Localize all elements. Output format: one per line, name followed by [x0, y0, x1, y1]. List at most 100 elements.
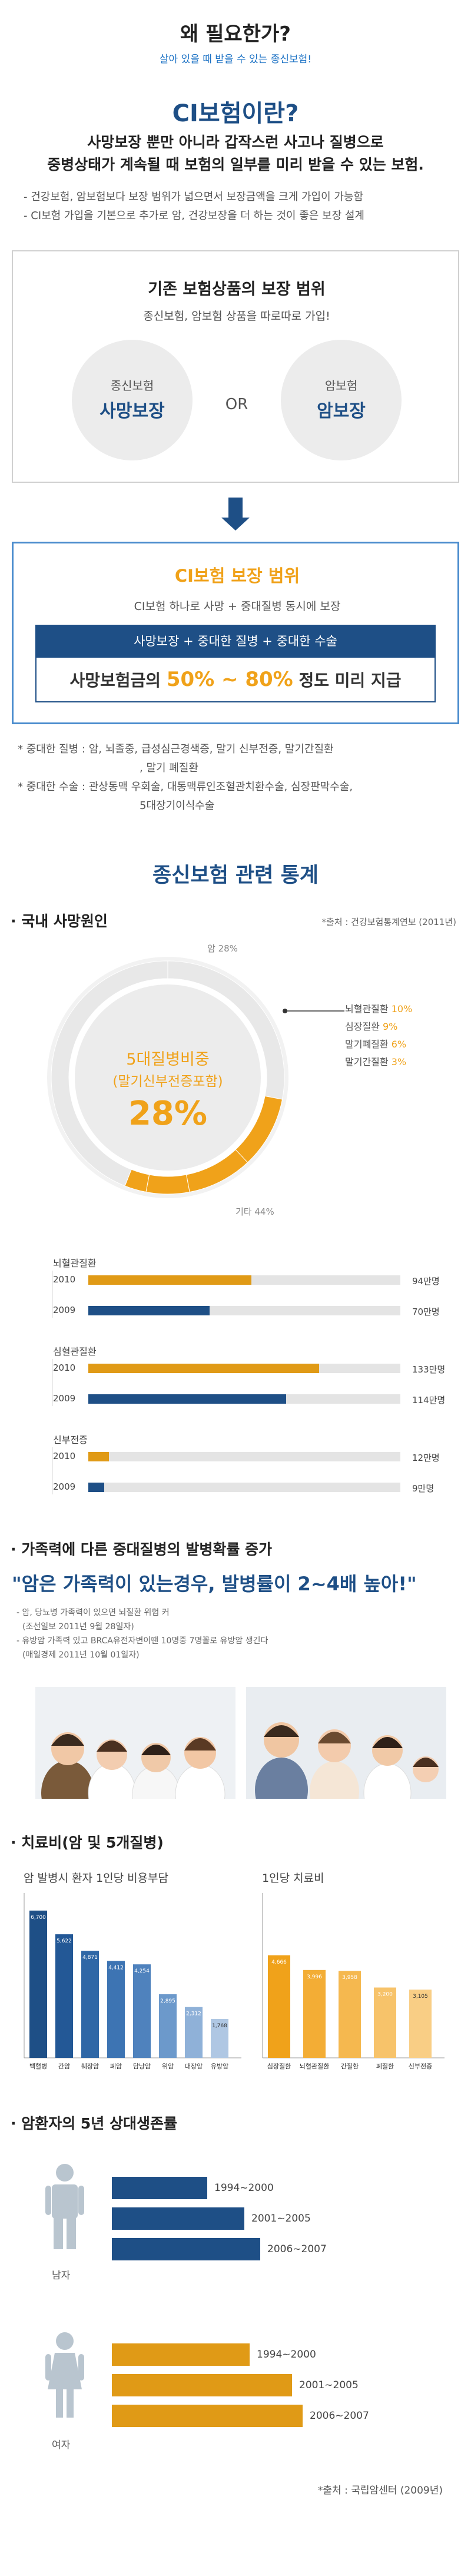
cause-label: 심장질환 9% — [345, 1021, 398, 1032]
ci-coverage-title: CI보험 보장 범위 — [174, 566, 300, 586]
existing-coverage-box: 기존 보험상품의 보장 범위 종신보험, 암보험 상품을 따로따로 가입! 종신… — [12, 250, 459, 483]
cost-bar-value: 3,996 — [307, 1974, 322, 1980]
survival-bar-label: 1994~2000 — [214, 2182, 274, 2194]
survival-bar-label: 2001~2005 — [251, 2213, 311, 2224]
cost-bar-category: 뇌혈관질환 — [300, 2062, 330, 2070]
cost-bar-category: 간질환 — [341, 2063, 359, 2070]
donut-center-line1: 5대질병비중 — [126, 1050, 209, 1069]
down-arrow-head-icon — [221, 518, 250, 531]
survival-bar — [112, 2207, 244, 2230]
donut-center-line2: (말기신부전증포함) — [112, 1074, 223, 1089]
cost-bar-category: 백혈병 — [29, 2062, 47, 2070]
cost-chart-right: 4,666 심장질환 3,996 뇌혈관질환 3,958 간질환 3,200 폐질환 3,105… — [262, 1893, 445, 2070]
cost-bar-폐암 — [107, 1961, 125, 2058]
survival-bar — [112, 2405, 303, 2427]
cost-bar-value: 4,666 — [271, 1960, 287, 1965]
cost-bar-간질환 — [339, 1971, 361, 2058]
survival-bar-label: 2006~2007 — [267, 2243, 327, 2255]
cost-bar-뇌혈관질환 — [303, 1970, 326, 2058]
cost-chart-left: 6,700 백혈병 5,622 간암 4,871 췌장암 4,412 폐암 4,254 담낭암 2,… — [24, 1893, 241, 2070]
surgery-note-cont: 5대장기이식수술 — [140, 800, 215, 812]
cost-bar-category: 유방암 — [211, 2063, 228, 2070]
cost-bar-신부전증 — [409, 1990, 432, 2058]
payout-range: 50% ~ 80% — [166, 668, 293, 691]
donut-slice-말기폐질환 — [145, 1174, 190, 1195]
existing-coverage-subtitle: 종신보험, 암보험 상품을 따로따로 가입! — [143, 310, 330, 323]
cost-bar-category: 위암 — [162, 2063, 174, 2070]
family-note: (매일경제 2011년 10월 01일자) — [22, 1650, 140, 1660]
bar-value-label: 133만명 — [412, 1364, 446, 1375]
cost-bar-value: 6,700 — [31, 1915, 46, 1921]
bar-fill — [88, 1452, 110, 1461]
bar-fill — [88, 1275, 251, 1285]
cost-bar-대장암 — [185, 2007, 203, 2058]
cost-bar-value: 4,871 — [82, 1955, 98, 1961]
cause-label: 말기간질환 3% — [345, 1056, 407, 1067]
female-figure-icon — [45, 2332, 84, 2418]
cost-bar-category: 간암 — [58, 2063, 70, 2070]
down-arrow-icon — [228, 498, 243, 518]
ci-coverage-bar: 사망보장 + 중대한 질병 + 중대한 수술 — [35, 625, 436, 658]
bar-track — [88, 1452, 400, 1461]
ci-bullet: - CI보험 가입을 기본으로 추가로 암, 건강보장을 더 하는 것이 좋은 … — [24, 210, 364, 222]
ci-description-line1: 사망보장 뿐만 아니라 갑작스런 사고나 질병으로 — [87, 134, 384, 151]
cost-bar-백혈병 — [29, 1910, 47, 2058]
payout-prefix: 사망보험금의 — [69, 671, 161, 690]
family-history-title: · 가족력에 다른 중대질병의 발병확률 증가 — [11, 1541, 273, 1558]
ci-payout: 사망보험금의 50% ~ 80% 정도 미리 지급 — [35, 658, 436, 702]
cost-left-title: 암 발병시 환자 1인당 비용부담 — [24, 1872, 169, 1885]
circle-label: 종신보험 — [110, 379, 154, 393]
cost-section-title: · 치료비(암 및 5개질병) — [11, 1834, 164, 1851]
disease-note-cont: , 말기 폐질환 — [140, 762, 198, 774]
cost-bar-value: 3,958 — [342, 1975, 357, 1981]
circle-value: 사망보장 — [99, 401, 165, 422]
survival-source: *출처 : 국립암센터 (2009년) — [317, 2485, 443, 2497]
ci-description-line2: 중병상태가 계속될 때 보험의 일부를 미리 받을 수 있는 보험. — [47, 156, 424, 173]
death-cause-title: · 국내 사망원인 — [11, 913, 108, 930]
ci-coverage-subtitle: CI보험 하나로 사망 + 중대질병 동시에 보장 — [134, 600, 341, 613]
bar-year-label: 2010 — [53, 1362, 76, 1373]
cost-bar-category: 심장질환 — [267, 2063, 291, 2070]
death-cause-source: *출처 : 건강보험통계연보 (2011년) — [321, 917, 456, 927]
cost-bar-value: 1,768 — [212, 2023, 227, 2029]
bar-fill — [88, 1394, 286, 1404]
donut-leader-line — [283, 1009, 344, 1013]
bar-fill — [88, 1306, 210, 1315]
cost-bar-category: 담낭암 — [133, 2063, 151, 2070]
cost-bar-value: 2,895 — [160, 1998, 175, 2004]
female-label: 여자 — [52, 2439, 71, 2451]
bar-track — [88, 1364, 400, 1373]
bar-year-label: 2009 — [53, 1393, 76, 1404]
survival-bar — [112, 2177, 207, 2199]
bar-group-title: 심혈관질환 — [53, 1346, 97, 1357]
survival-title: · 암환자의 5년 상대생존률 — [11, 2115, 178, 2132]
cost-bar-value: 4,254 — [134, 1968, 150, 1974]
cost-bar-value: 4,412 — [108, 1965, 124, 1971]
male-label: 남자 — [52, 2270, 71, 2282]
cost-bar-category: 대장암 — [185, 2063, 203, 2070]
bar-year-label: 2009 — [53, 1481, 76, 1492]
or-text: OR — [225, 396, 248, 413]
disease-note: * 중대한 질병 : 암, 뇌졸중, 급성심근경색증, 말기 신부전증, 말기간… — [18, 743, 334, 755]
cost-bar-담낭암 — [133, 1964, 151, 2058]
ci-title: CI보험이란? — [172, 100, 299, 127]
survival-bar — [112, 2238, 260, 2260]
family-photo-right — [246, 1687, 446, 1799]
ci-bullet: - 건강보험, 암보험보다 보장 범위가 넓으면서 보장금액을 크게 가입이 가… — [24, 191, 364, 203]
cost-bar-value: 5,622 — [57, 1938, 72, 1944]
cost-bar-위암 — [159, 1994, 177, 2058]
family-note: (조선일보 2011년 9월 28일자) — [22, 1622, 134, 1632]
male-figure-icon — [45, 2164, 84, 2249]
surgery-note: * 중대한 수술 : 관상동맥 우회술, 대동맥류인조혈관치환수술, 심장판막수… — [18, 781, 353, 793]
bar-fill — [88, 1364, 319, 1373]
survival-bar — [112, 2343, 250, 2366]
family-photo-left — [35, 1687, 236, 1799]
page-subtitle: 살아 있을 때 받을 수 있는 종신보험! — [159, 54, 312, 65]
cancer-insurance-circle: 암보험 암보장 — [281, 340, 402, 460]
death-cause-donut: 5대질병비중 (말기신부전증포함) 28% — [47, 957, 288, 1198]
bar-year-label: 2010 — [53, 1451, 76, 1461]
donut-center-pct: 28% — [128, 1095, 207, 1133]
circle-value: 암보장 — [317, 401, 366, 422]
bar-year-label: 2009 — [53, 1305, 76, 1315]
cost-right-title: 1인당 치료비 — [262, 1872, 324, 1885]
